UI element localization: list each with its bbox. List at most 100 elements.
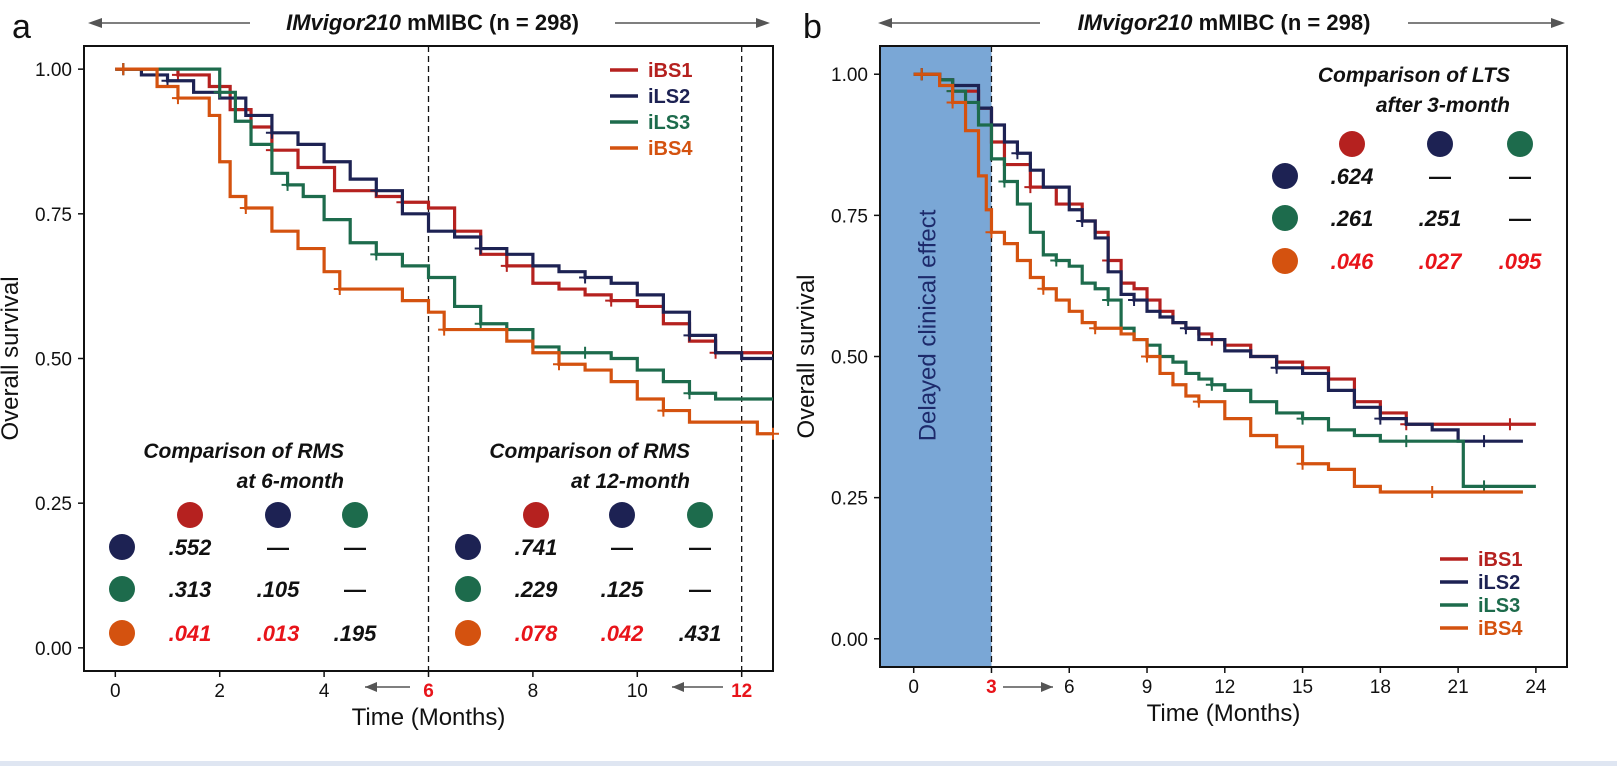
table-row-dot-ils3 [455, 576, 481, 602]
table-cell-empty: — [689, 577, 711, 602]
x-tick-label: 0 [908, 677, 919, 698]
table-row-dot-ils2 [1272, 163, 1298, 189]
censor-mark [579, 346, 592, 359]
y-tick-label: 0.50 [35, 350, 72, 371]
p-value: .078 [515, 621, 559, 646]
chart-title-italic: IMvigor210 [286, 10, 402, 35]
censor-mark [998, 175, 1011, 188]
censor-mark [171, 68, 184, 81]
table-col-dot-ibs1 [1339, 131, 1365, 157]
censor-mark [1050, 254, 1063, 267]
censor-mark [171, 92, 184, 105]
x-tick-label: 10 [627, 681, 648, 702]
censor-mark [946, 96, 959, 109]
p-value: .431 [679, 621, 722, 646]
x-tick-label: 4 [319, 681, 330, 702]
table-title-line1: Comparison of RMS [489, 440, 690, 463]
censor-mark [265, 126, 278, 139]
y-tick-label: 0.00 [831, 630, 868, 651]
censor-mark [239, 202, 252, 215]
table-row-dot-ils2 [455, 534, 481, 560]
table-row-dot-ils3 [109, 576, 135, 602]
censor-mark [985, 226, 998, 239]
censor-mark [1128, 294, 1141, 307]
p-value: .042 [601, 621, 645, 646]
legend-label: iLS3 [648, 112, 690, 134]
censor-mark [1205, 378, 1218, 391]
legend-label: iBS1 [1478, 549, 1522, 571]
censor-mark [579, 271, 592, 284]
delayed-effect-region [880, 46, 992, 667]
y-tick-label: 0.00 [35, 639, 72, 660]
y-axis-label: Overall survival [793, 274, 820, 438]
censor-mark [333, 283, 346, 296]
censor-mark [213, 86, 226, 99]
cutoff-arrowhead [1041, 682, 1053, 692]
censor-mark [1037, 282, 1050, 295]
x-tick-label: 18 [1370, 677, 1391, 698]
x-tick-label: 15 [1292, 677, 1313, 698]
censor-mark [500, 259, 513, 272]
x-axis-label: Time (Months) [352, 704, 506, 731]
table-col-dot-ils2 [609, 502, 635, 528]
table-col-dot-ils3 [1507, 131, 1533, 157]
x-tick-label: 8 [528, 681, 539, 702]
p-value: .027 [1419, 249, 1464, 274]
table-title-line1: Comparison of RMS [143, 440, 344, 463]
p-value: .125 [601, 577, 645, 602]
km-curve-ibs1 [115, 67, 773, 355]
censor-mark [1296, 412, 1309, 425]
km-curve-ils2 [913, 72, 1523, 443]
legend-label: iBS4 [648, 138, 693, 160]
km-curve-ibs4 [913, 72, 1523, 494]
table-col-dot-ils3 [687, 502, 713, 528]
y-tick-label: 0.25 [35, 494, 72, 515]
legend-label: iLS2 [648, 86, 690, 108]
censor-mark [1270, 361, 1283, 374]
y-tick-label: 0.50 [831, 348, 868, 369]
p-value: .313 [169, 577, 212, 602]
censor-mark [1141, 350, 1154, 363]
km-curve-ils2 [115, 67, 773, 361]
censor-mark [1024, 181, 1037, 194]
p-value: .041 [169, 621, 212, 646]
censor-mark [161, 74, 174, 87]
censor-mark [370, 248, 383, 261]
p-value: .251 [1419, 206, 1462, 231]
panel-letter: b [803, 8, 822, 46]
x-tick-label: 6 [423, 681, 434, 702]
table-cell-empty: — [267, 535, 289, 560]
censor-mark [117, 63, 130, 76]
panel-b: b IMvigor210 mMIBC (n = 298) Delayed clini… [793, 8, 1568, 727]
table-cell-empty: — [1509, 206, 1531, 231]
p-value: .229 [515, 577, 559, 602]
chart-title-rest: mMIBC (n = 298) [401, 10, 579, 35]
x-tick-label: 24 [1525, 677, 1547, 698]
table-col-dot-ils2 [265, 502, 291, 528]
km-curve-ibs4 [115, 67, 773, 436]
censor-mark [281, 178, 294, 191]
cutoff-arrowhead [672, 682, 684, 692]
censor-mark [605, 294, 618, 307]
censor-mark [1192, 395, 1205, 408]
delayed-effect-label: Delayed clinical effect [915, 209, 942, 441]
censor-mark [474, 317, 487, 330]
censor-mark [1503, 418, 1516, 431]
legend-label: iLS2 [1478, 572, 1520, 594]
table-cell-empty: — [689, 535, 711, 560]
y-tick-label: 0.25 [831, 489, 868, 510]
legend-label: iBS4 [1478, 618, 1523, 640]
censor-mark [1296, 457, 1309, 470]
y-axis-label: Overall survival [0, 276, 24, 440]
chart-title: IMvigor210 mMIBC (n = 298) [286, 10, 579, 35]
censor-mark [1089, 322, 1102, 335]
table-title-line2: after 3-month [1376, 94, 1510, 117]
chart-title: IMvigor210 mMIBC (n = 298) [1078, 10, 1371, 35]
table-cell-empty: — [344, 577, 366, 602]
p-value: .095 [1499, 249, 1543, 274]
p-value: .624 [1331, 164, 1374, 189]
y-tick-label: 1.00 [35, 60, 72, 81]
censor-mark [1374, 412, 1387, 425]
table-title-line2: at 6-month [237, 470, 344, 493]
